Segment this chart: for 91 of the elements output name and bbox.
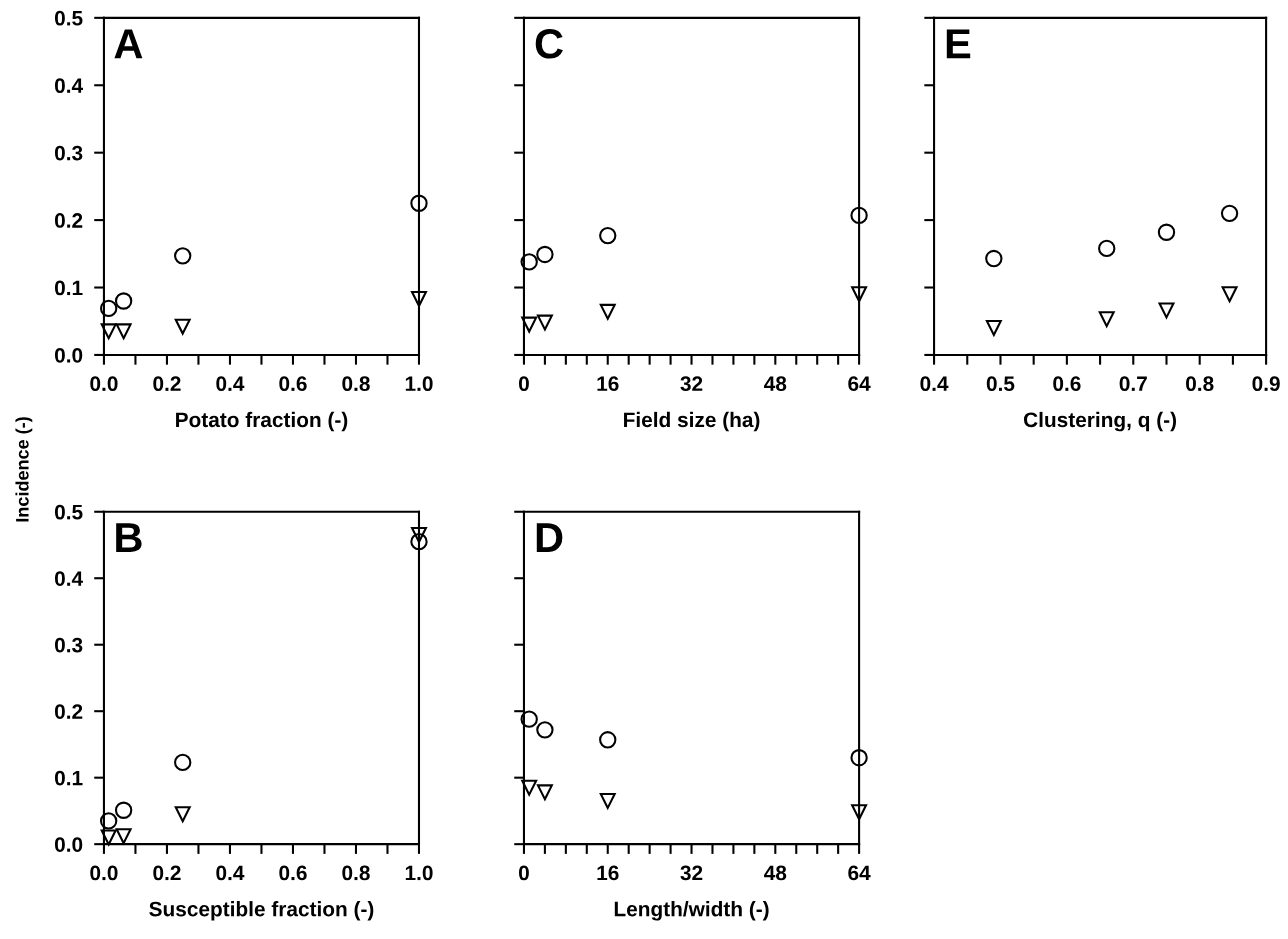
x-axis-title: Length/width (-) xyxy=(614,901,769,921)
x-tick-label: 0.2 xyxy=(153,865,181,881)
point xyxy=(174,806,191,823)
x-tick-label: 0.4 xyxy=(216,865,245,881)
point xyxy=(521,779,538,796)
x-tick-label: 0.4 xyxy=(216,376,245,392)
point xyxy=(851,804,868,821)
point xyxy=(174,247,192,265)
x-tick-label: 16 xyxy=(597,376,619,392)
x-axis-title: Clustering, q (-) xyxy=(1023,411,1177,432)
point xyxy=(411,291,427,307)
y-tick-label: 0.2 xyxy=(54,704,83,719)
x-tick-label: 0 xyxy=(518,865,529,881)
x-tick-label: 48 xyxy=(764,865,787,881)
x-tick-label: 32 xyxy=(680,865,703,881)
x-tick-label: 0.6 xyxy=(279,376,307,392)
x-tick-label: 64 xyxy=(848,376,871,392)
x-tick-label: 48 xyxy=(764,376,787,392)
x-tick-label: 1.0 xyxy=(405,376,433,392)
point xyxy=(410,532,428,551)
point xyxy=(521,316,538,333)
x-tick-label: 0.6 xyxy=(279,865,307,881)
point xyxy=(985,319,1002,336)
point xyxy=(536,245,554,264)
point xyxy=(599,731,617,749)
point xyxy=(410,194,428,212)
x-tick-label: 0.8 xyxy=(1186,376,1214,392)
point xyxy=(1221,286,1238,303)
x-axis-title: Field size (ha) xyxy=(624,411,760,432)
x-tick-label: 16 xyxy=(597,865,619,881)
y-tick-label: 0.4 xyxy=(54,78,83,94)
point xyxy=(851,286,868,303)
x-axis-title: Potato fraction (-) xyxy=(176,411,348,432)
y-tick-label: 0.5 xyxy=(54,10,83,26)
point xyxy=(1098,311,1115,328)
x-tick-label: 0.4 xyxy=(920,376,949,392)
point xyxy=(599,226,617,245)
y-tick-label: 0.5 xyxy=(54,504,83,520)
point xyxy=(411,527,427,544)
x-tick-label: 0.7 xyxy=(1119,376,1147,392)
x-tick-label: 64 xyxy=(848,865,871,881)
annotation: C xyxy=(535,29,563,59)
y-tick-label: 0.0 xyxy=(54,837,83,852)
point xyxy=(1158,302,1175,319)
point xyxy=(99,299,118,318)
y-tick-label: 0.3 xyxy=(54,145,83,161)
point xyxy=(100,829,117,846)
annotation: A xyxy=(114,29,143,59)
point xyxy=(536,721,554,739)
x-tick-label: 0.8 xyxy=(342,865,370,881)
point xyxy=(114,801,133,819)
y-tick-label: 0.3 xyxy=(54,637,83,653)
y-tick-label: 0.2 xyxy=(54,213,83,228)
point xyxy=(99,812,118,830)
point xyxy=(536,784,553,801)
x-tick-label: 1.0 xyxy=(405,865,433,881)
point xyxy=(985,249,1003,268)
y-tick-label: 0.4 xyxy=(54,571,83,586)
annotation: B xyxy=(116,523,142,552)
point xyxy=(520,253,538,271)
point xyxy=(115,323,132,340)
x-tick-label: 0.2 xyxy=(153,376,181,392)
x-tick-label: 0.0 xyxy=(90,865,118,881)
point xyxy=(1220,204,1239,223)
x-axis-title: Susceptible fraction (-) xyxy=(149,901,374,921)
y-tick-label: 0.1 xyxy=(54,770,83,786)
point xyxy=(100,323,117,340)
point xyxy=(850,206,868,225)
point xyxy=(536,314,553,331)
point xyxy=(1157,223,1176,241)
y-tick-label: 0.0 xyxy=(54,347,83,363)
point xyxy=(520,710,538,728)
point xyxy=(174,318,191,335)
point xyxy=(114,292,133,310)
x-tick-label: 32 xyxy=(680,376,703,392)
x-tick-label: 0.5 xyxy=(986,376,1015,392)
x-tick-label: 0.9 xyxy=(1252,376,1280,392)
x-tick-label: 0.6 xyxy=(1053,376,1081,392)
x-tick-label: 0 xyxy=(518,376,529,392)
x-tick-label: 0.0 xyxy=(90,376,118,392)
point xyxy=(1098,239,1116,258)
point xyxy=(850,749,868,767)
y-axis-title: Incidence (-) xyxy=(15,417,33,522)
y-tick-label: 0.1 xyxy=(54,280,83,296)
point xyxy=(174,753,192,772)
point xyxy=(599,303,616,320)
point xyxy=(599,792,616,809)
point xyxy=(115,828,132,845)
annotation: D xyxy=(536,523,563,552)
x-tick-label: 0.8 xyxy=(342,376,370,392)
annotation: E xyxy=(946,29,971,59)
